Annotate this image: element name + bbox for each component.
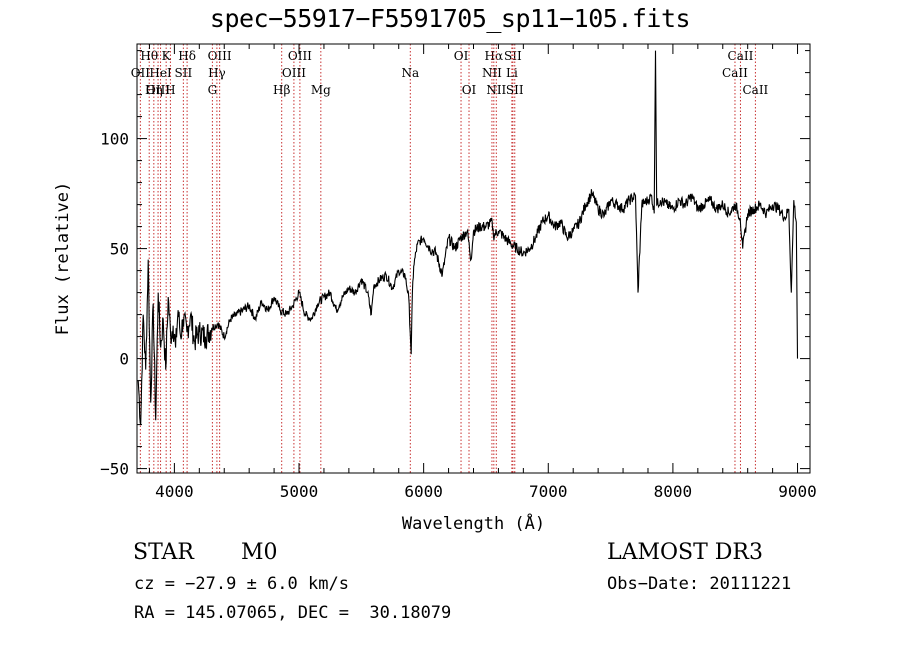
line-label: Mg	[311, 83, 331, 97]
line-label: OI	[454, 49, 469, 63]
line-label: Hγ	[208, 66, 226, 80]
x-axis-label: Wavelength (Å)	[402, 512, 545, 534]
line-label: Hδ	[178, 49, 196, 63]
line-label: Li	[506, 66, 518, 80]
object-subclass: M0	[241, 540, 278, 565]
line-label: G	[208, 83, 218, 97]
x-tick-label: 5000	[280, 482, 319, 501]
x-tick-label: 4000	[155, 482, 194, 501]
line-label: SII	[504, 49, 522, 63]
line-label: Na	[401, 66, 419, 80]
line-label: Hβ	[273, 83, 290, 97]
x-tick-label: 9000	[778, 482, 817, 501]
chart-title: spec−55917−F5591705_sp11−105.fits	[209, 4, 691, 33]
y-tick-label: 0	[119, 350, 129, 369]
line-label: CaII	[728, 49, 754, 63]
y-tick-label: 50	[110, 240, 129, 259]
y-axis-label: Flux (relative)	[53, 182, 73, 336]
spectrum-line	[137, 50, 799, 425]
line-label: SII	[175, 66, 193, 80]
line-label: OIII	[146, 83, 170, 97]
line-label: OIII	[208, 49, 232, 63]
axes: 4000 5000 6000 7000 8000 9000 −50 0 50 100 Wavelen…	[53, 43, 817, 534]
line-label: SII	[506, 83, 524, 97]
coordinates: RA = 145.07065, DEC = 30.18079	[134, 603, 452, 623]
spectrum-series	[137, 50, 799, 425]
line-label: OIII	[288, 49, 312, 63]
obs-date: Obs−Date: 20111221	[607, 574, 792, 594]
line-label: HeI	[149, 66, 172, 80]
line-label: NII	[486, 83, 506, 97]
line-label: NII	[482, 66, 502, 80]
line-label: Hθ	[140, 49, 158, 63]
survey-label: LAMOST DR3	[607, 540, 763, 565]
plot-frame	[136, 43, 811, 474]
y-tick-label: 100	[100, 130, 129, 149]
line-label: OIII	[282, 66, 306, 80]
line-label: K	[162, 49, 172, 63]
x-tick-label: 7000	[529, 482, 568, 501]
line-label: OI	[462, 83, 477, 97]
y-tick-label: −50	[100, 460, 129, 479]
line-label: CaII	[722, 66, 748, 80]
line-label: CaII	[742, 83, 768, 97]
object-class: STAR	[133, 540, 194, 565]
x-tick-label: 8000	[654, 482, 693, 501]
redshift-readout: cz = −27.9 ± 6.0 km/s	[134, 574, 349, 594]
line-label: Hη	[145, 83, 163, 97]
line-label: H	[165, 83, 175, 97]
line-label: Hα	[485, 49, 504, 63]
x-tick-label: 6000	[404, 482, 443, 501]
